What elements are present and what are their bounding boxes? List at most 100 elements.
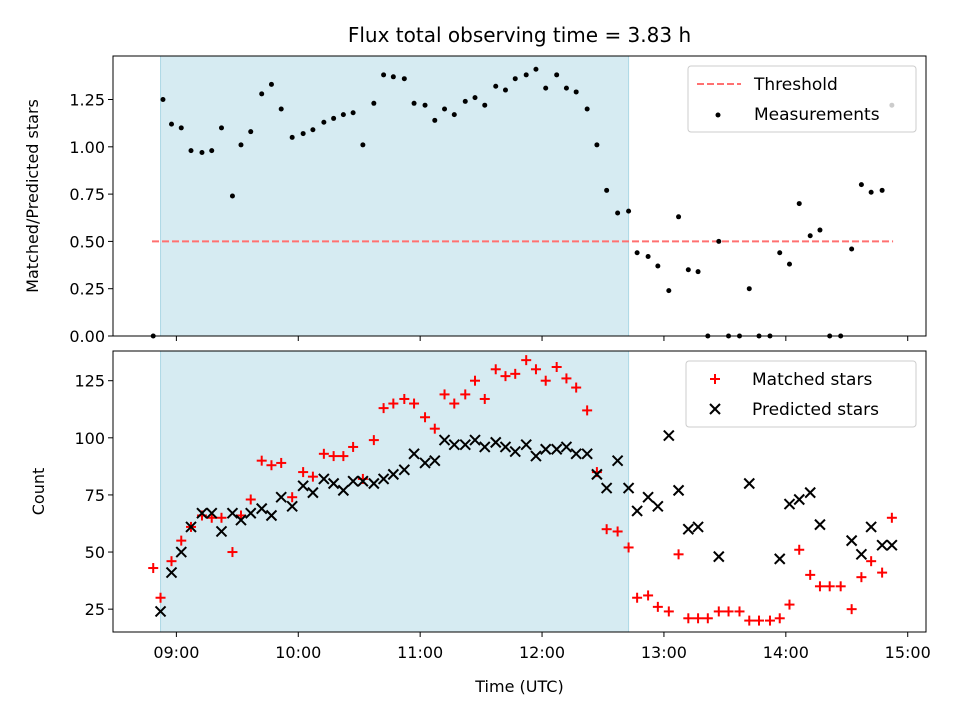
observing-span-shading bbox=[160, 351, 629, 632]
predicted-point-b bbox=[774, 553, 786, 565]
predicted-point bbox=[206, 507, 218, 519]
predicted-point bbox=[682, 523, 695, 535]
predicted-point-b bbox=[845, 534, 858, 547]
measurement-point bbox=[655, 263, 661, 269]
y-tick-label: 75 bbox=[85, 486, 105, 505]
predicted-point-b bbox=[663, 429, 675, 442]
measurement-point bbox=[401, 76, 407, 82]
predicted-point bbox=[398, 464, 411, 476]
matched-point bbox=[734, 606, 745, 617]
predicted-point bbox=[713, 550, 725, 563]
predicted-point bbox=[845, 534, 858, 547]
measurement-point bbox=[645, 254, 651, 260]
predicted-point bbox=[550, 443, 563, 455]
predicted-point-b bbox=[235, 514, 247, 526]
matched-point bbox=[824, 581, 835, 592]
matched-point bbox=[166, 556, 177, 567]
measurement-point bbox=[218, 125, 224, 131]
measurement-point bbox=[188, 148, 194, 154]
measurement-point bbox=[310, 127, 316, 133]
predicted-point bbox=[560, 441, 573, 453]
measurement-point bbox=[716, 238, 722, 244]
measurement-point bbox=[615, 210, 621, 216]
measurement-point bbox=[502, 87, 508, 93]
predicted-point bbox=[235, 514, 247, 526]
measurement-point bbox=[594, 142, 600, 148]
matched-point bbox=[449, 398, 460, 409]
predicted-point-b bbox=[570, 448, 582, 460]
matched-point bbox=[148, 563, 159, 574]
top-panel: 0.00 0.25 0.50 0.75 1.00 1.25 Flux total obse… bbox=[23, 23, 927, 346]
matched-point bbox=[723, 606, 734, 617]
top-y-axis-ticks: 0.00 0.25 0.50 0.75 1.00 1.25 bbox=[69, 91, 113, 346]
predicted-point bbox=[622, 482, 635, 494]
predicted-point-b bbox=[469, 434, 481, 446]
measurement-point bbox=[695, 269, 701, 275]
predicted-point bbox=[743, 477, 755, 490]
predicted-point bbox=[804, 486, 816, 499]
predicted-point-b bbox=[783, 498, 796, 510]
predicted-point bbox=[672, 484, 685, 497]
predicted-point-b bbox=[357, 475, 369, 487]
predicted-point-b bbox=[530, 450, 542, 462]
predicted-point bbox=[255, 502, 268, 515]
matched-point bbox=[287, 492, 298, 503]
legend-matched-label: Matched stars bbox=[752, 370, 872, 390]
matched-point bbox=[673, 549, 684, 560]
measurement-point bbox=[442, 106, 448, 112]
predicted-point bbox=[631, 505, 643, 517]
measurement-point bbox=[300, 131, 306, 137]
predicted-point bbox=[509, 445, 521, 458]
predicted-point-b bbox=[307, 486, 319, 499]
predicted-point bbox=[530, 450, 542, 462]
measurement-point bbox=[817, 227, 823, 233]
legend-predicted-marker bbox=[709, 403, 721, 415]
measurement-point bbox=[360, 142, 366, 148]
predicted-point bbox=[318, 473, 330, 485]
predicted-point bbox=[185, 521, 197, 533]
bottom-y-axis-ticks: 25 50 75 100 125 bbox=[74, 372, 113, 619]
bottom-x-axis-ticks: 09:00 10:00 11:00 12:00 13:00 14:00 15:00 bbox=[153, 632, 931, 662]
matched-point bbox=[886, 512, 897, 523]
predicted-point bbox=[774, 553, 786, 565]
predicted-point bbox=[196, 507, 208, 519]
matched-point bbox=[521, 355, 532, 366]
y-tick-label: 0.75 bbox=[69, 185, 105, 204]
predicted-point-b bbox=[865, 521, 877, 533]
matched-point bbox=[683, 613, 694, 624]
matched-point bbox=[307, 471, 318, 482]
matched-point bbox=[744, 615, 755, 626]
predicted-point bbox=[419, 457, 431, 469]
predicted-point bbox=[307, 486, 319, 499]
predicted-point-b bbox=[408, 448, 420, 460]
predicted-point-b bbox=[286, 500, 298, 513]
matched-point bbox=[216, 512, 227, 523]
matched-point bbox=[338, 451, 349, 462]
y-tick-label: 125 bbox=[74, 372, 105, 391]
predicted-point bbox=[429, 454, 441, 467]
predicted-point-b bbox=[672, 484, 685, 497]
predicted-point bbox=[154, 605, 167, 618]
predicted-point-b bbox=[347, 475, 359, 487]
measurement-point bbox=[666, 288, 672, 294]
predicted-point-b bbox=[611, 454, 624, 467]
legend-threshold-label: Threshold bbox=[753, 75, 838, 95]
measurement-point bbox=[178, 125, 184, 131]
measurement-point bbox=[169, 121, 175, 127]
matched-point bbox=[774, 613, 785, 624]
measurement-point bbox=[554, 72, 560, 78]
matched-point bbox=[571, 382, 582, 393]
measurement-point bbox=[512, 76, 518, 82]
measurement-point bbox=[493, 83, 499, 89]
x-tick-label: 11:00 bbox=[397, 643, 443, 662]
matched-stars-points bbox=[148, 355, 897, 626]
measurement-point bbox=[634, 250, 640, 256]
matched-point bbox=[877, 567, 888, 578]
measurement-point bbox=[160, 97, 166, 103]
matched-point bbox=[652, 601, 663, 612]
predicted-point bbox=[692, 521, 704, 533]
predicted-point-b bbox=[509, 445, 521, 458]
top-x-axis-ticks bbox=[175, 336, 909, 341]
predicted-point bbox=[368, 477, 380, 490]
